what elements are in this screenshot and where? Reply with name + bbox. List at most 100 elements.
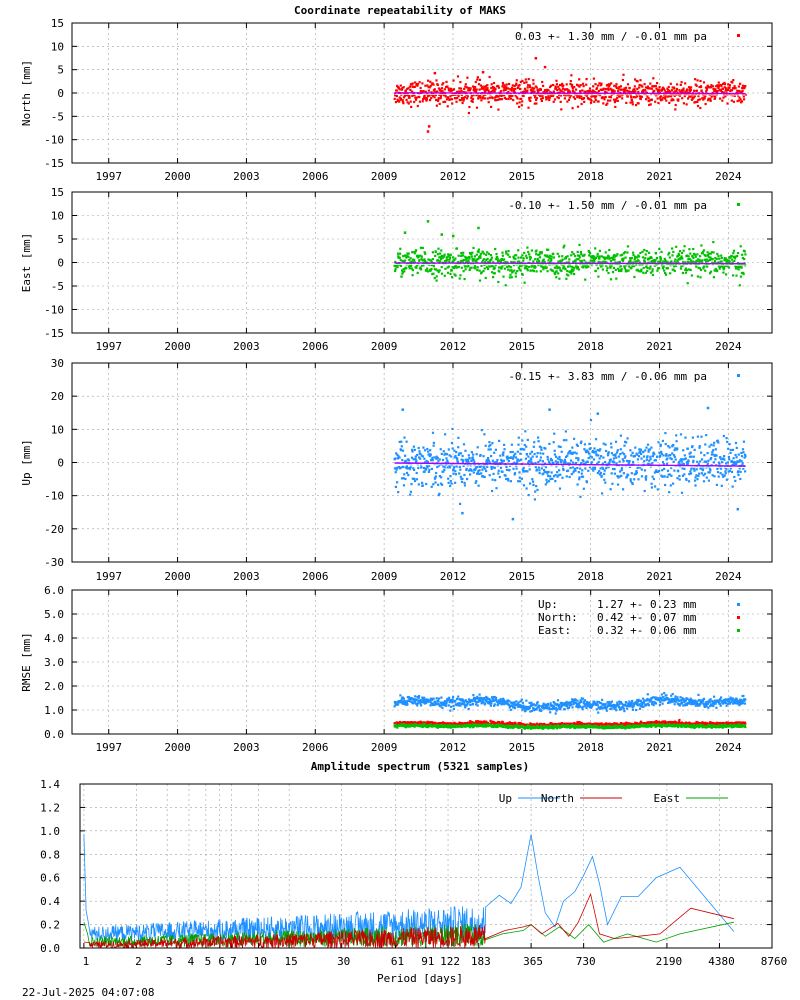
data-point (502, 454, 505, 457)
data-point (583, 253, 586, 256)
data-point (512, 99, 515, 102)
data-point (533, 102, 536, 105)
data-point (586, 90, 589, 93)
rmse-point-up (465, 704, 468, 707)
rmse-point-up (448, 700, 452, 703)
data-point (444, 95, 447, 98)
data-point (645, 249, 648, 253)
data-point (598, 470, 601, 473)
data-point (613, 90, 616, 93)
data-point (732, 274, 735, 277)
data-point (690, 259, 693, 262)
data-point (725, 468, 728, 471)
data-point (484, 444, 487, 447)
data-point (650, 256, 653, 259)
legend-text: -0.10 +- 1.50 mm / -0.01 mm pa (508, 199, 707, 212)
data-point (715, 257, 718, 260)
rmse-point-up (707, 706, 710, 709)
data-point (561, 82, 564, 85)
data-point (701, 97, 704, 100)
data-point (487, 459, 490, 462)
data-point (660, 250, 663, 253)
data-point (676, 259, 679, 262)
data-point (446, 105, 449, 108)
x-tick-label: 2000 (164, 340, 191, 353)
data-point (578, 85, 581, 88)
data-point (578, 478, 581, 481)
data-point (401, 272, 404, 275)
data-point (740, 266, 743, 269)
data-point (545, 98, 548, 101)
data-point (513, 472, 517, 475)
data-point (517, 480, 520, 483)
data-point (469, 87, 472, 90)
data-point (681, 474, 684, 477)
data-point (619, 254, 622, 257)
data-point (619, 434, 622, 437)
data-point (395, 466, 398, 469)
data-point (451, 427, 454, 430)
data-point (488, 75, 491, 79)
data-point (722, 91, 725, 94)
data-point (654, 84, 657, 88)
data-point (685, 103, 688, 106)
data-point (487, 89, 490, 92)
trend-line (394, 262, 746, 265)
data-point (655, 94, 658, 97)
data-point (740, 460, 743, 463)
data-point (412, 458, 415, 461)
data-point (393, 97, 396, 100)
data-point (544, 462, 547, 465)
rmse-point-up (405, 701, 409, 704)
data-point (643, 248, 646, 252)
data-point (420, 90, 423, 93)
data-point (459, 475, 462, 478)
data-point (629, 259, 632, 262)
data-point (641, 85, 644, 88)
data-point (416, 271, 419, 274)
data-point (415, 96, 418, 99)
rmse-point-up (485, 695, 488, 699)
data-point (613, 258, 616, 261)
data-point (680, 81, 683, 84)
data-point (623, 90, 626, 93)
data-point (536, 488, 539, 491)
data-point (525, 487, 528, 490)
data-point (559, 100, 562, 103)
data-point (579, 495, 582, 498)
data-point (526, 438, 529, 441)
x-tick-label: 2024 (715, 170, 742, 183)
data-point (616, 475, 619, 478)
data-point (492, 81, 496, 85)
rmse-point-up (525, 706, 528, 709)
data-point (517, 266, 520, 269)
data-point (677, 98, 680, 101)
rmse-point-north (537, 723, 540, 726)
data-point (435, 104, 438, 107)
data-point (513, 254, 516, 257)
data-point (423, 258, 426, 261)
data-point (718, 261, 721, 264)
rmse-point-up (416, 704, 419, 707)
data-point (595, 454, 598, 457)
data-point (729, 448, 732, 452)
data-point (512, 255, 515, 258)
rmse-point-up (436, 702, 439, 706)
data-point (608, 249, 611, 252)
data-point (621, 78, 624, 82)
data-point (423, 94, 426, 97)
data-point (440, 476, 443, 479)
data-point (421, 484, 424, 487)
data-point (570, 74, 573, 77)
data-point (587, 450, 590, 453)
rmse-point-up (580, 697, 583, 700)
data-point (520, 97, 523, 100)
data-point (561, 258, 564, 261)
data-point (636, 95, 639, 98)
rmse-point-up (662, 696, 665, 699)
data-point (704, 95, 707, 98)
data-point (491, 478, 494, 481)
data-point (512, 88, 515, 91)
data-point (404, 454, 407, 457)
data-point (709, 252, 712, 255)
